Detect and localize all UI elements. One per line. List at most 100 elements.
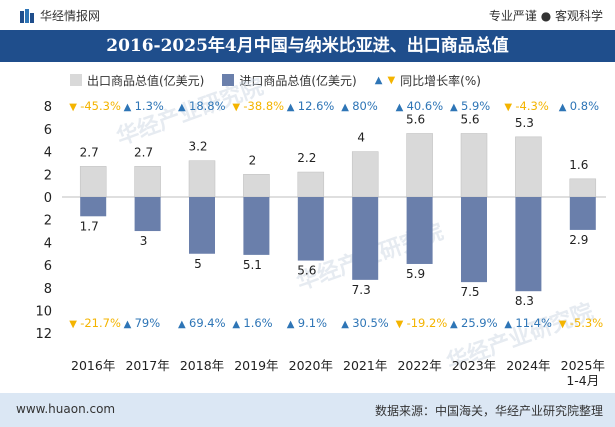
import-growth-label: 79% <box>135 316 161 330</box>
growth-up-triangle-icon: ▲ <box>504 319 512 330</box>
export-bar <box>569 178 597 198</box>
growth-up-triangle-icon: ▲ <box>178 102 186 113</box>
legend-export-label: 出口商品总值(亿美元) <box>87 73 205 88</box>
export-value-label: 5.6 <box>460 112 479 126</box>
legend-import-swatch <box>222 74 235 86</box>
growth-down-triangle-icon: ▼ <box>69 102 77 113</box>
import-value-label: 7.5 <box>460 285 479 299</box>
growth-up-triangle-icon: ▲ <box>232 319 240 330</box>
growth-up-triangle-icon: ▲ <box>287 319 295 330</box>
y-tick-label: 12 <box>35 327 52 342</box>
y-tick-label: 2 <box>44 168 52 183</box>
legend-export-swatch <box>70 74 82 86</box>
footer-source: 数据来源：中国海关，华经产业研究院整理 <box>374 404 603 418</box>
import-bar <box>406 197 433 264</box>
import-bar <box>189 197 215 254</box>
import-value-label: 5.6 <box>297 264 316 278</box>
export-growth-label: 1.3% <box>135 99 164 113</box>
chart-area: 华经产业研究院华经产业研究院华经产业研究院86420246810122.71.7… <box>35 74 606 388</box>
x-category-label: 2018年 <box>180 358 224 373</box>
import-value-label: 1.7 <box>80 219 99 233</box>
y-tick-label: 4 <box>44 236 52 251</box>
export-growth-label: -38.8% <box>243 99 284 113</box>
import-bar <box>461 197 487 283</box>
export-value-label: 5.3 <box>515 116 534 130</box>
chart-title: 2016-2025年4月中国与纳米比亚进、出口商品总值 <box>0 30 615 62</box>
y-tick-label: 2 <box>44 214 52 229</box>
y-tick-label: 8 <box>44 100 52 115</box>
growth-down-triangle-icon: ▼ <box>232 102 240 113</box>
import-value-label: 2.9 <box>569 233 588 247</box>
export-bar <box>406 133 433 198</box>
x-category-label: 2023年 <box>452 358 496 373</box>
import-growth-label: 69.4% <box>189 316 226 330</box>
import-value-label: 5.9 <box>406 267 425 281</box>
legend-export: 出口商品总值(亿美元) <box>70 72 204 89</box>
x-category-label-line: 2017年 <box>125 358 169 373</box>
import-bar <box>243 197 270 255</box>
export-value-label: 2.2 <box>297 151 316 165</box>
import-growth-label: 9.1% <box>298 316 327 330</box>
legend-down-triangle-icon: ▼ <box>387 74 396 86</box>
export-value-label: 3.2 <box>188 140 207 154</box>
import-growth-label: -5.3% <box>570 316 603 330</box>
growth-down-triangle-icon: ▼ <box>396 319 404 330</box>
x-category-label: 2019年 <box>234 358 278 373</box>
export-growth-label: 80% <box>352 99 378 113</box>
y-tick-label: 0 <box>44 191 52 206</box>
x-category-label: 2022年 <box>397 358 441 373</box>
import-value-label: 7.3 <box>352 283 371 297</box>
import-value-label: 8.3 <box>515 294 534 308</box>
x-category-label: 2025年 1-4月 <box>561 358 605 388</box>
import-bar <box>80 197 107 217</box>
export-growth-label: 5.9% <box>461 99 490 113</box>
import-value-label: 3 <box>140 234 148 248</box>
legend-growth: ▲ ▼ 同比增长率(%) <box>375 72 481 89</box>
x-category-label-line: 1-4月 <box>566 373 599 388</box>
export-growth-label: 12.6% <box>298 99 335 113</box>
export-growth-label: 18.8% <box>189 99 226 113</box>
footer: www.huaon.com 数据来源：中国海关，华经产业研究院整理 <box>0 393 615 427</box>
x-category-label-line: 2018年 <box>180 358 224 373</box>
export-bar <box>79 166 107 198</box>
import-bar <box>134 197 161 232</box>
legend-growth-label: 同比增长率(%) <box>400 73 481 88</box>
legend-import-label: 进口商品总值(亿美元) <box>239 73 357 88</box>
import-growth-label: 25.9% <box>461 316 498 330</box>
y-tick-label: 10 <box>35 305 52 320</box>
x-category-label-line: 2021年 <box>343 358 387 373</box>
y-tick-label: 6 <box>44 259 52 274</box>
footer-url: www.huaon.com <box>16 402 116 416</box>
growth-up-triangle-icon: ▲ <box>124 102 132 113</box>
export-bar <box>134 166 161 198</box>
top-bar: 华经情报网 专业严谨 ● 客观科学 <box>0 0 615 30</box>
export-value-label: 2 <box>249 153 257 167</box>
legend-up-triangle-icon: ▲ <box>374 74 383 86</box>
export-growth-label: 0.8% <box>570 99 599 113</box>
growth-up-triangle-icon: ▲ <box>450 319 458 330</box>
x-category-label-line: 2022年 <box>397 358 441 373</box>
x-category-label: 2017年 <box>125 358 169 373</box>
huajing-logo-icon <box>20 8 34 23</box>
x-category-label-line: 2019年 <box>234 358 278 373</box>
growth-up-triangle-icon: ▲ <box>124 319 132 330</box>
x-category-label-line: 2023年 <box>452 358 496 373</box>
brand-name: 华经情报网 <box>40 9 101 23</box>
growth-down-triangle-icon: ▼ <box>559 319 567 330</box>
growth-up-triangle-icon: ▲ <box>178 319 186 330</box>
import-bar <box>297 197 324 261</box>
x-category-label-line: 2024年 <box>506 358 550 373</box>
growth-up-triangle-icon: ▲ <box>450 102 458 113</box>
x-category-label: 2024年 <box>506 358 550 373</box>
import-bar <box>515 197 542 292</box>
import-bar <box>352 197 379 280</box>
legend-import: 进口商品总值(亿美元) <box>222 72 357 89</box>
import-growth-label: -19.2% <box>407 316 448 330</box>
x-category-label: 2020年 <box>289 358 333 373</box>
export-bar <box>460 133 488 198</box>
y-tick-label: 8 <box>44 282 52 297</box>
import-value-label: 5.1 <box>243 258 262 272</box>
x-category-label-line: 2025年 <box>561 358 605 373</box>
growth-down-triangle-icon: ▼ <box>69 319 77 330</box>
export-bar <box>515 136 542 198</box>
